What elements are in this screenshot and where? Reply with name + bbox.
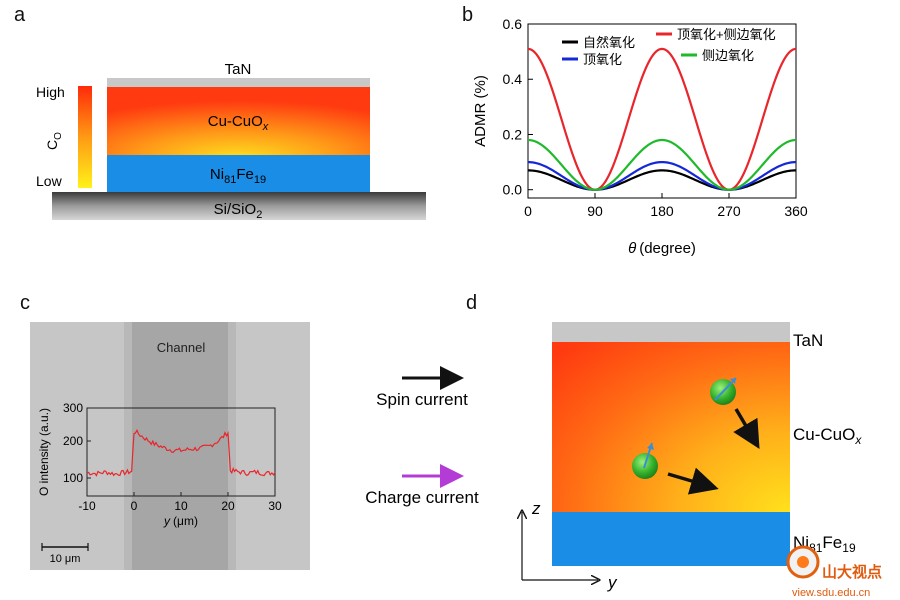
spin-particle-1 xyxy=(710,377,737,405)
spin-motion-arrow-2 xyxy=(667,467,719,495)
inset-y-tick-label: 300 xyxy=(63,401,83,415)
inset-x-tick-label: 20 xyxy=(221,499,235,513)
inset-x-tick-label: 10 xyxy=(174,499,188,513)
watermark-name: 山大视点 xyxy=(822,563,882,581)
admr-x-tick-label: 360 xyxy=(784,203,808,219)
tan-label: TaN xyxy=(225,61,252,78)
charge-current-label: Charge current xyxy=(365,488,479,507)
admr-legend-label: 顶氧化 xyxy=(583,52,622,67)
inset-x-tick-label: 30 xyxy=(268,499,282,513)
inset-x-axis-label: y (μm) xyxy=(163,514,198,528)
substrate-label: Si/SiO2 xyxy=(214,201,263,221)
admr-y-tick-label: 0.4 xyxy=(503,71,523,87)
admr-series-group xyxy=(527,47,797,191)
panel-a-letter: a xyxy=(14,4,26,26)
admr-series-line-0 xyxy=(527,169,797,191)
current-legend: Spin current Charge current xyxy=(365,366,479,507)
channel-label: Channel xyxy=(157,340,206,355)
admr-x-ticks: 0 90 180 270 360 xyxy=(524,193,808,219)
admr-y-tick-label: 0.0 xyxy=(503,182,523,198)
admr-legend-label: 侧边氧化 xyxy=(702,48,754,63)
nife-layer xyxy=(107,155,370,192)
spin-motion-arrow-1 xyxy=(733,408,760,450)
panel-d-letter: d xyxy=(466,292,478,314)
tan-layer xyxy=(107,78,370,87)
admr-y-tick-label: 0.6 xyxy=(503,16,523,32)
admr-x-tick-label: 180 xyxy=(650,203,674,219)
watermark-url: view.sdu.edu.cn xyxy=(792,587,870,599)
panel-b-letter: b xyxy=(462,4,474,26)
admr-x-tick-label: 0 xyxy=(524,203,532,219)
watermark-logo xyxy=(786,545,820,579)
admr-x-axis-label: θ (degree) xyxy=(628,240,696,257)
admr-series-line-2 xyxy=(527,47,797,191)
inset-o-intensity-line xyxy=(86,428,276,477)
admr-x-tick-label: 90 xyxy=(587,203,603,219)
nife-label: Ni81Fe19 xyxy=(210,166,266,186)
d-cu-cuox-layer xyxy=(552,342,790,512)
cu-cuox-layer xyxy=(107,87,370,155)
inset-series-group xyxy=(86,428,276,477)
admr-legend-label: 自然氧化 xyxy=(583,35,635,50)
spin-particle-2 xyxy=(632,442,658,479)
svg-text:CO: CO xyxy=(44,132,64,150)
sem-channel-stripe xyxy=(130,322,230,570)
cu-cuox-label: Cu-CuOx xyxy=(208,113,269,133)
d-tan-label: TaN xyxy=(793,331,823,350)
z-axis-label: z xyxy=(531,499,541,518)
inset-y-tick-label: 200 xyxy=(63,434,83,448)
spin-current-label: Spin current xyxy=(376,390,468,409)
admr-x-tick-label: 270 xyxy=(717,203,741,219)
panel-d-schematic: TaN Cu-CuOx Ni81Fe19 z y 山大视点 view.sdu.e… xyxy=(500,322,882,599)
inset-x-tick-label: -10 xyxy=(78,499,96,513)
d-cu-cuox-label: Cu-CuOx xyxy=(793,425,862,447)
admr-y-ticks: 0.0 0.2 0.4 0.6 xyxy=(503,16,533,198)
y-axis-label: y xyxy=(607,573,618,592)
colorbar-low-label: Low xyxy=(36,173,63,189)
scale-bar-label: 10 μm xyxy=(50,553,81,565)
admr-series-line-3 xyxy=(527,138,797,191)
colorbar-high-label: High xyxy=(36,84,65,100)
panel-c-letter: c xyxy=(20,292,30,314)
d-tan-layer xyxy=(552,322,790,342)
inset-x-tick-label: 0 xyxy=(131,499,138,513)
admr-legend-label: 顶氧化+侧边氧化 xyxy=(677,27,776,42)
admr-y-tick-label: 0.2 xyxy=(503,126,523,142)
colorbar-axis-label: CO xyxy=(44,132,64,150)
admr-y-axis-label: ADMR (%) xyxy=(472,75,489,147)
d-nife-layer xyxy=(552,512,790,566)
panel-a-schematic: High Low CO TaN Cu-CuOx Ni81Fe19 Si/SiO2 xyxy=(36,61,426,221)
inset-y-tick-label: 100 xyxy=(63,471,83,485)
panel-c-sem: Channel -10 0 10 20 30 100 200 300 O intensity … xyxy=(30,322,310,570)
admr-series-line-1 xyxy=(527,160,797,191)
substrate-layer xyxy=(52,192,426,220)
inset-y-axis-label: O intensity (a.u.) xyxy=(37,408,51,496)
concentration-colorbar xyxy=(78,86,92,188)
inset-ticks: -10 0 10 20 30 100 200 300 xyxy=(63,401,282,513)
